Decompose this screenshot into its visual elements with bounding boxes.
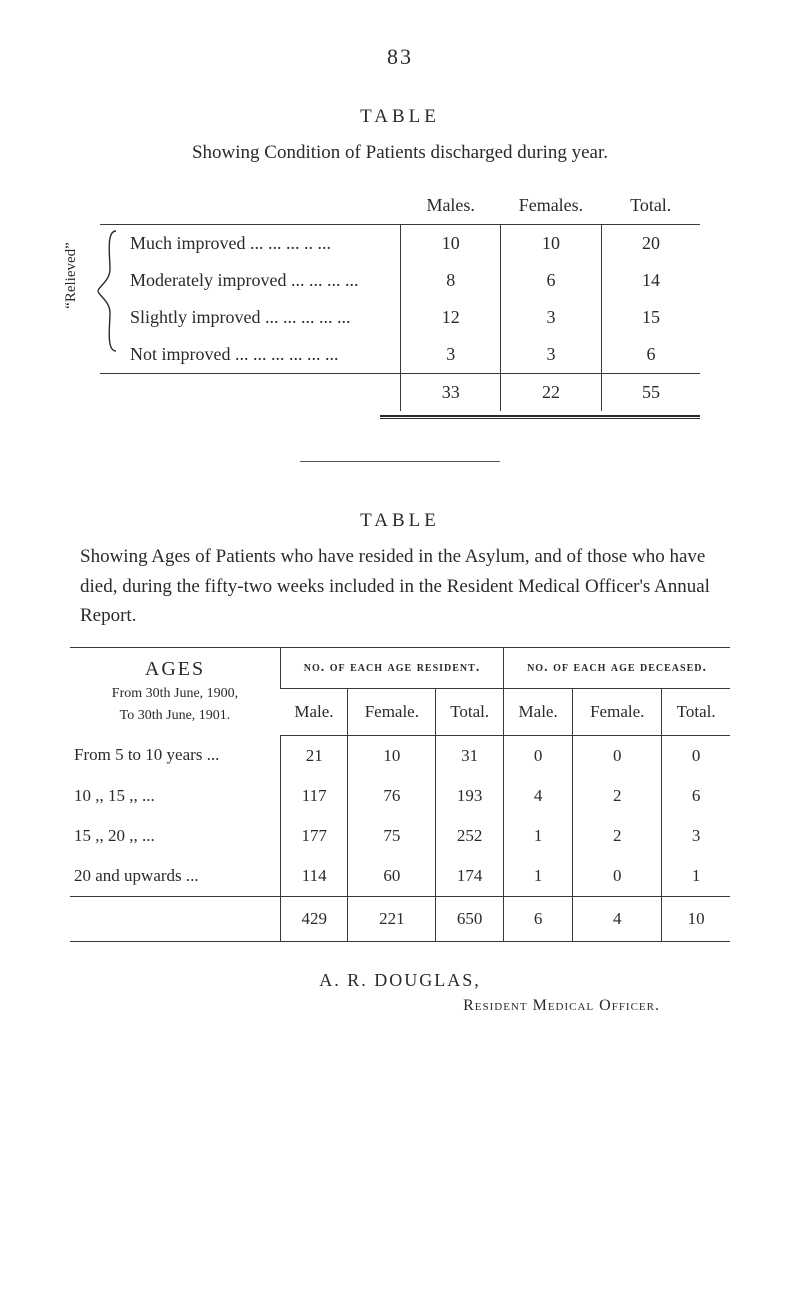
relieved-label: “Relieved” [63,243,80,310]
subcol: Total. [662,689,730,735]
subcol: Male. [504,689,573,735]
signature-name: A. R. DOUGLAS, [70,970,730,991]
col-females: Females. [501,187,602,225]
cell: 174 [436,856,504,897]
cell: 193 [436,776,504,816]
ages-table: AGES From 30th June, 1900, To 30th June,… [70,647,730,942]
cell: 6 [662,776,730,816]
total-cell: 10 [662,896,730,941]
table-row: 20 and upwards ... 114 60 174 1 0 1 [70,856,730,897]
totals-row: 33 22 55 [100,374,700,412]
subcol: Female. [348,689,436,735]
cell: 10 [348,735,436,776]
group-deceased: no. of each age deceased. [504,647,730,689]
row-label: 10 ,, 15 ,, ... [70,776,281,816]
row-label: 20 and upwards ... [70,856,281,897]
row-label: Much improved ... ... ... .. ... [100,225,401,263]
cell: 10 [401,225,501,263]
total-all: 55 [601,374,700,412]
table2-heading: TABLE [70,510,730,532]
cell: 2 [573,776,662,816]
row-label: Not improved ... ... ... ... ... ... [100,336,401,374]
double-rule-icon [380,415,700,421]
page-number: 83 [70,44,730,70]
ages-sub1: From 30th June, 1900, [76,685,274,703]
cell: 117 [281,776,348,816]
table-row: Much improved ... ... ... .. ... 10 10 2… [100,225,700,263]
col-males: Males. [401,187,501,225]
row-label: Slightly improved ... ... ... ... ... [100,299,401,336]
table-row: Moderately improved ... ... ... ... 8 6 … [100,262,700,299]
table1-heading: TABLE [70,106,730,128]
cell: 8 [401,262,501,299]
row-label: From 5 to 10 years ... [70,735,281,776]
cell: 76 [348,776,436,816]
cell: 1 [504,856,573,897]
row-label: Moderately improved ... ... ... ... [100,262,401,299]
col-total: Total. [601,187,700,225]
table1-caption: Showing Condition of Patients discharged… [100,138,700,167]
signature-block: A. R. DOUGLAS, Resident Medical Officer. [70,970,730,1015]
ages-header: AGES From 30th June, 1900, To 30th June,… [70,647,281,735]
curly-brace-icon [96,229,122,353]
cell: 75 [348,816,436,856]
subcol: Female. [573,689,662,735]
section-divider [300,461,500,462]
cell: 12 [401,299,501,336]
row-label: 15 ,, 20 ,, ... [70,816,281,856]
totals-row: 429 221 650 6 4 10 [70,896,730,941]
cell: 21 [281,735,348,776]
ages-label: AGES [76,658,274,681]
cell: 177 [281,816,348,856]
total-cell: 221 [348,896,436,941]
table1-wrap: “Relieved” Males. Females. Total. Much i… [100,187,700,421]
total-cell: 650 [436,896,504,941]
cell: 0 [662,735,730,776]
table-row: 15 ,, 20 ,, ... 177 75 252 1 2 3 [70,816,730,856]
cell: 6 [601,336,700,374]
total-cell: 4 [573,896,662,941]
cell: 0 [504,735,573,776]
table-row: 10 ,, 15 ,, ... 117 76 193 4 2 6 [70,776,730,816]
cell: 2 [573,816,662,856]
condition-table: Males. Females. Total. Much improved ...… [100,187,700,411]
cell: 10 [501,225,602,263]
cell: 3 [501,336,602,374]
blank-header [100,187,401,225]
total-cell: 429 [281,896,348,941]
cell: 0 [573,856,662,897]
total-females: 22 [501,374,602,412]
cell: 20 [601,225,700,263]
cell: 3 [501,299,602,336]
cell: 60 [348,856,436,897]
cell: 252 [436,816,504,856]
total-males: 33 [401,374,501,412]
cell: 6 [501,262,602,299]
table-row: Slightly improved ... ... ... ... ... 12… [100,299,700,336]
signature-title: Resident Medical Officer. [70,997,660,1015]
table-row: From 5 to 10 years ... 21 10 31 0 0 0 [70,735,730,776]
cell: 1 [504,816,573,856]
total-cell: 6 [504,896,573,941]
cell: 31 [436,735,504,776]
cell: 1 [662,856,730,897]
subcol: Male. [281,689,348,735]
table-row: Not improved ... ... ... ... ... ... 3 3… [100,336,700,374]
subcol: Total. [436,689,504,735]
cell: 15 [601,299,700,336]
cell: 0 [573,735,662,776]
cell: 114 [281,856,348,897]
group-resident: no. of each age resident. [281,647,504,689]
table2-caption: Showing Ages of Patients who have reside… [80,542,720,630]
cell: 3 [662,816,730,856]
cell: 14 [601,262,700,299]
page: 83 TABLE Showing Condition of Patients d… [0,0,800,1304]
cell: 4 [504,776,573,816]
cell: 3 [401,336,501,374]
ages-sub2: To 30th June, 1901. [76,707,274,725]
